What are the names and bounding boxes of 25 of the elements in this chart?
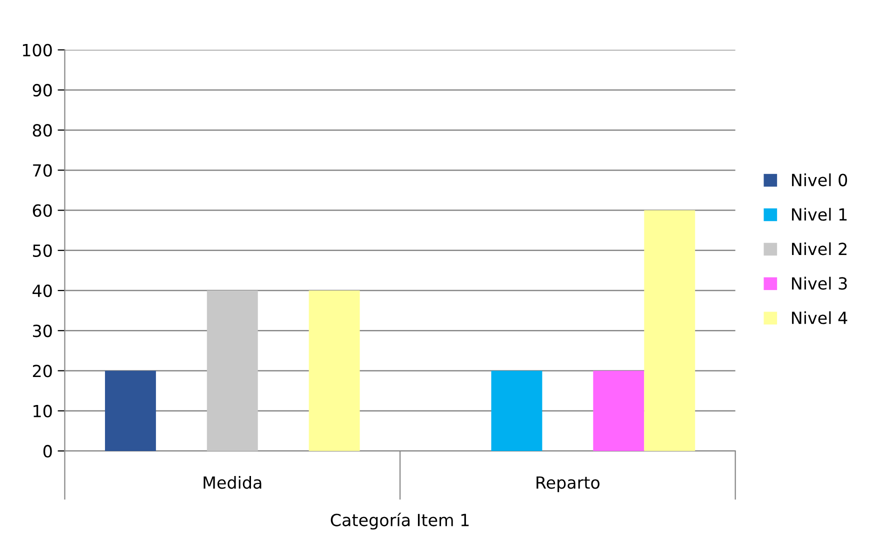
y-tick-label: 40 <box>32 284 52 298</box>
y-tick-label: 90 <box>32 84 52 97</box>
y-tick-label: 100 <box>22 44 52 56</box>
y-tick-label: 60 <box>32 204 52 217</box>
bar <box>644 210 696 451</box>
legend-label: Nivel 3 <box>792 276 847 290</box>
legend-label: Nivel 4 <box>792 311 848 324</box>
legend-label: Nivel 2 <box>792 242 846 256</box>
y-tick-label: 30 <box>33 324 52 338</box>
y-tick-label: 70 <box>33 164 52 177</box>
legend-label: Nivel 0 <box>792 173 848 186</box>
bar <box>491 370 542 451</box>
y-tick-label: 80 <box>32 124 52 137</box>
legend-label: Nivel 1 <box>792 208 847 221</box>
bar <box>206 290 258 451</box>
y-tick-label: 50 <box>33 244 52 257</box>
y-tick-label: 20 <box>32 364 52 378</box>
bar <box>308 290 360 451</box>
x-tick-label: Reparto <box>536 476 600 492</box>
bar <box>104 370 156 451</box>
y-tick-label: 10 <box>34 404 52 418</box>
bar <box>593 370 644 451</box>
x-tick-label: Medida <box>204 476 262 489</box>
x-axis-title: Categoría Item 1 <box>330 512 469 530</box>
y-tick-label: 0 <box>43 444 52 458</box>
